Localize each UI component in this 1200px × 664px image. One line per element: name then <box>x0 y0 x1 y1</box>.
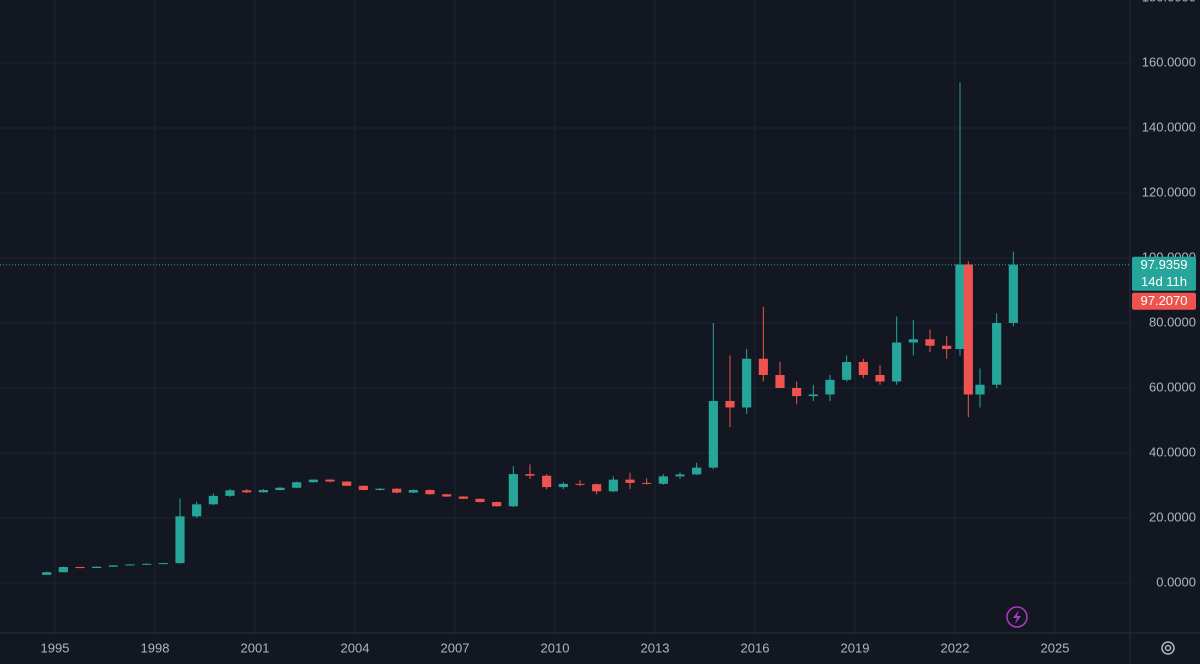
candle-body <box>975 384 985 395</box>
candle-body <box>1008 264 1018 323</box>
candle-body <box>392 488 402 493</box>
candle-body <box>792 387 802 397</box>
candle-body <box>375 488 385 491</box>
candle-body <box>458 496 468 499</box>
candle-body <box>342 481 352 486</box>
settings-button[interactable] <box>1161 641 1175 655</box>
countdown-label: 14d 11h <box>1141 274 1187 289</box>
candle-body <box>742 358 752 408</box>
x-tick-label: 2004 <box>341 640 370 655</box>
x-tick-label: 2007 <box>441 640 470 655</box>
y-tick-label: 120.0000 <box>1142 184 1196 199</box>
candle-body <box>408 490 418 493</box>
lightning-button[interactable] <box>1006 606 1028 628</box>
candle-body <box>825 379 835 395</box>
candle-body <box>208 495 218 505</box>
y-tick-label: 0.0000 <box>1156 574 1196 589</box>
candle-body <box>675 474 685 477</box>
x-tick-label: 1995 <box>41 640 70 655</box>
candle-body <box>658 476 668 484</box>
x-tick-label: 2013 <box>641 640 670 655</box>
candle-body <box>325 479 335 482</box>
grid <box>0 0 1130 633</box>
candle-body <box>308 479 318 483</box>
last-price-label: 97.9359 <box>1141 257 1188 272</box>
candle-body <box>75 567 85 569</box>
candles <box>0 82 1130 575</box>
y-tick-label: 80.0000 <box>1149 314 1196 329</box>
y-tick-label: 180.0000 <box>1142 0 1196 4</box>
candle-body <box>42 572 52 575</box>
candle-body <box>492 502 502 507</box>
candle-body <box>425 490 435 495</box>
candle-body <box>692 467 702 475</box>
gear-outer[interactable] <box>1161 641 1175 655</box>
candle-body <box>625 479 635 483</box>
candle-body <box>508 474 518 507</box>
y-tick-label: 60.0000 <box>1149 379 1196 394</box>
lightning-icon[interactable] <box>1013 610 1021 624</box>
candle-body <box>108 565 118 567</box>
candle-body <box>358 485 368 491</box>
gear-inner[interactable] <box>1164 644 1172 652</box>
axis-labels: 0.000020.000040.000060.000080.0000100.00… <box>41 0 1196 655</box>
candle-body <box>92 566 102 569</box>
candle-body <box>125 564 135 566</box>
candle-body <box>542 475 552 488</box>
y-tick-label: 140.0000 <box>1142 119 1196 134</box>
x-tick-label: 2010 <box>541 640 570 655</box>
candle-body <box>575 483 585 485</box>
candle-body <box>942 345 952 349</box>
candle-body <box>775 374 785 388</box>
candle-body <box>142 563 152 565</box>
candle-body <box>758 358 768 375</box>
candle-body <box>558 483 568 488</box>
candle-body <box>708 400 718 468</box>
candle-body <box>275 487 285 491</box>
candle-body <box>842 361 852 380</box>
candle-body <box>908 339 918 343</box>
last-price-box <box>1132 256 1196 291</box>
candle-body <box>525 474 535 476</box>
x-tick-label: 2025 <box>1041 640 1070 655</box>
candle-body <box>592 484 602 492</box>
candle-body <box>58 567 68 573</box>
x-tick-label: 2016 <box>741 640 770 655</box>
candle-body <box>725 400 735 408</box>
candle-body <box>225 490 235 496</box>
candle-body <box>158 563 168 565</box>
x-tick-label: 1998 <box>141 640 170 655</box>
y-tick-label: 20.0000 <box>1149 509 1196 524</box>
y-tick-label: 40.0000 <box>1149 444 1196 459</box>
bid-price-box <box>1132 292 1196 310</box>
candle-body <box>963 264 973 395</box>
candle-body <box>192 504 202 517</box>
candle-body <box>608 479 618 492</box>
candle-body <box>292 482 302 488</box>
x-tick-label: 2022 <box>941 640 970 655</box>
candle-body <box>892 342 902 382</box>
candle-body <box>955 264 965 349</box>
lightning-circle[interactable] <box>1006 606 1028 628</box>
x-tick-label: 2019 <box>841 640 870 655</box>
x-tick-label: 2001 <box>241 640 270 655</box>
candle-body <box>642 482 652 484</box>
candle-body <box>242 490 252 493</box>
candle-body <box>808 394 818 397</box>
candle-body <box>875 374 885 382</box>
candle-body <box>858 361 868 375</box>
candle-body <box>175 516 185 564</box>
candle-body <box>475 498 485 503</box>
candle-body <box>925 339 935 346</box>
y-tick-label: 160.0000 <box>1142 54 1196 69</box>
bid-price-label: 97.2070 <box>1141 293 1188 308</box>
candle-body <box>992 322 1002 385</box>
candle-body <box>442 494 452 497</box>
candle-body <box>258 490 268 493</box>
